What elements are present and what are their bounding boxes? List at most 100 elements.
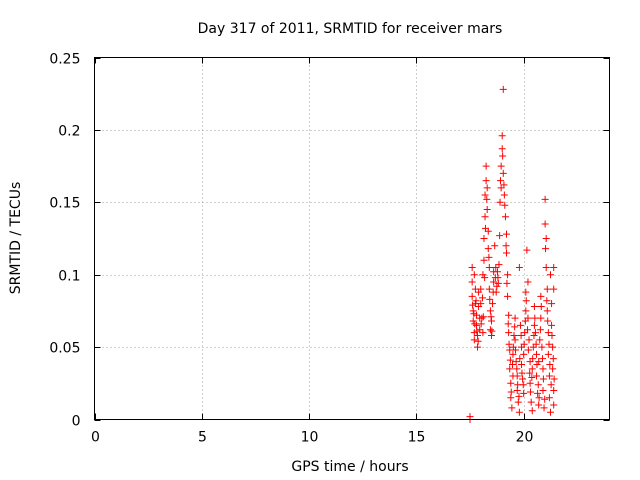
data-point: [545, 340, 553, 348]
data-point: [515, 263, 523, 271]
data-point: [496, 232, 504, 240]
y-tick-label: 0.15: [49, 196, 80, 212]
data-point: [543, 307, 551, 315]
data-point: [480, 235, 488, 242]
data-point: [536, 326, 544, 334]
data-point: [497, 162, 505, 170]
y-axis-label: SRMTID / TECUs: [8, 182, 24, 295]
data-point: [481, 224, 489, 232]
data-point: [485, 253, 493, 261]
data-point: [477, 285, 485, 293]
data-point: [527, 398, 535, 406]
data-point: [472, 297, 480, 305]
data-point: [500, 181, 508, 189]
data-point: [522, 307, 530, 315]
data-point: [474, 332, 482, 340]
data-point: [507, 379, 515, 387]
data-point: [503, 230, 510, 238]
data-point: [474, 343, 482, 351]
data-point: [544, 329, 552, 337]
data-point: [468, 292, 476, 300]
x-axis-label: GPS time / hours: [291, 459, 408, 475]
x-tick-label: 20: [516, 430, 534, 446]
data-point: [542, 263, 550, 271]
data-point: [518, 360, 526, 368]
data-point: [532, 340, 540, 348]
data-point: [545, 372, 553, 380]
data-point: [550, 375, 558, 383]
data-point: [496, 177, 504, 185]
data-point: [512, 358, 520, 366]
data-point: [528, 407, 536, 415]
data-point: [468, 278, 476, 286]
data-point: [533, 350, 541, 358]
data-point: [520, 350, 528, 358]
data-point: [541, 220, 549, 228]
data-point: [483, 184, 491, 192]
data-point: [493, 268, 501, 276]
data-point: [524, 346, 532, 354]
data-point: [510, 332, 518, 340]
data-point: [535, 358, 543, 366]
data-point: [550, 401, 558, 409]
data-point: [493, 282, 501, 290]
data-point: [507, 388, 515, 396]
data-point: [506, 356, 514, 364]
data-point: [546, 271, 554, 279]
data-point: [543, 297, 551, 305]
data-point: [509, 360, 517, 368]
data-point: [471, 320, 479, 328]
data-point: [513, 365, 521, 373]
data-point: [550, 263, 558, 271]
data-point: [545, 394, 553, 402]
data-point: [525, 336, 533, 344]
data-point: [549, 365, 557, 373]
x-tick-label: 5: [198, 430, 207, 446]
y-tick-label: 0.25: [49, 52, 80, 68]
data-point: [511, 314, 519, 322]
data-point: [534, 389, 542, 397]
chart-title: Day 317 of 2011, SRMTID for receiver mar…: [198, 21, 503, 37]
data-point: [484, 245, 492, 253]
data-point: [548, 321, 556, 329]
data-point: [519, 381, 527, 389]
y-tick-label: 0.1: [58, 269, 80, 285]
data-point: [522, 297, 530, 305]
data-point: [541, 195, 549, 203]
data-point: [474, 337, 482, 345]
data-point: [481, 213, 489, 221]
data-point: [505, 340, 513, 348]
data-point: [541, 395, 549, 403]
data-point: [522, 288, 530, 296]
data-point: [516, 321, 524, 329]
y-tick-label: 0.05: [49, 341, 80, 357]
x-tick-label: 10: [301, 430, 319, 446]
data-point: [524, 326, 532, 334]
data-point: [528, 365, 536, 373]
data-point: [523, 246, 531, 254]
data-points: [466, 85, 558, 423]
data-point: [548, 300, 556, 308]
data-point: [506, 365, 514, 373]
y-tick-label: 0: [72, 414, 81, 430]
data-point: [505, 329, 513, 337]
data-point: [469, 317, 477, 325]
data-point: [503, 249, 510, 257]
data-point: [502, 242, 510, 250]
data-point: [539, 387, 547, 395]
axis-ticks: 0 5 10 15 20 0 0.05 0.1 0.15 0.2 0.25: [49, 52, 610, 446]
data-point: [544, 350, 552, 358]
data-point: [519, 375, 527, 383]
data-point: [482, 162, 490, 170]
data-point: [515, 392, 523, 400]
data-point: [521, 317, 529, 325]
data-point: [546, 360, 554, 368]
data-point: [534, 381, 542, 389]
data-point: [518, 369, 526, 377]
data-point: [515, 408, 523, 416]
data-point: [520, 389, 528, 397]
data-point: [485, 285, 493, 293]
data-point: [500, 191, 508, 199]
data-point: [492, 288, 500, 296]
